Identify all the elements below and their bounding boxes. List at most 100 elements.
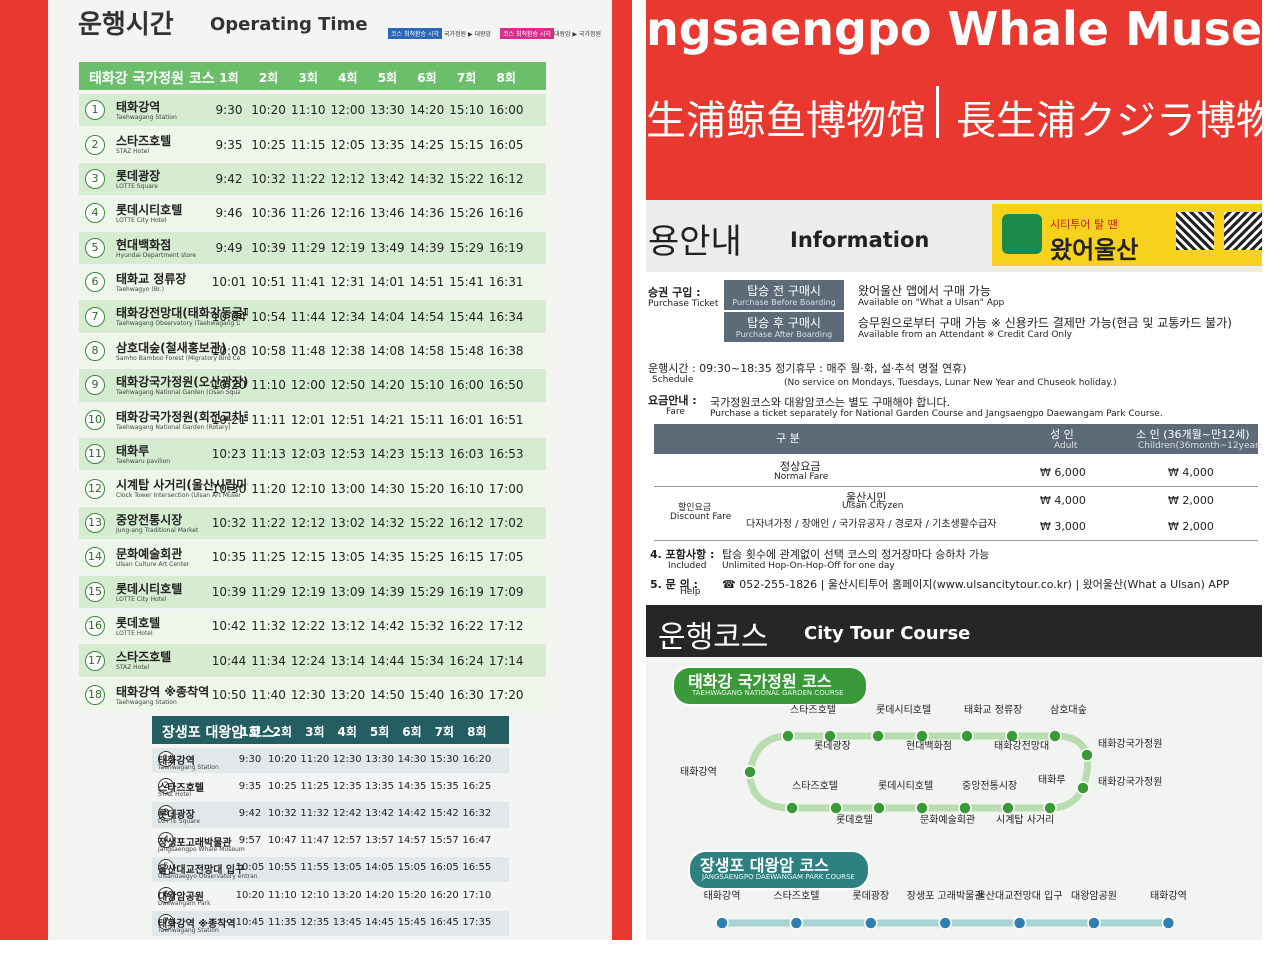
timetable-photo: 운행시간 Operating Time 코스 최적환승 시각 국가정원 ▶ 대왕… bbox=[0, 0, 632, 940]
departure-time: 16:12 bbox=[449, 516, 484, 530]
departure-time: 14:30 bbox=[370, 481, 405, 496]
run-label: 5회 bbox=[377, 71, 398, 85]
stop-label: 태화강국가정원 bbox=[1098, 776, 1162, 788]
departure-time: 14:04 bbox=[370, 309, 405, 324]
departure-time: 14:50 bbox=[370, 688, 405, 702]
stop-name-en: LOTTE Hotel bbox=[116, 630, 153, 637]
departure-time: 10:45 bbox=[235, 916, 265, 928]
banner-en: ngsaengpo Whale Museu bbox=[646, 2, 1262, 56]
course-ko: 운행코스 bbox=[658, 620, 769, 655]
departure-time: 15:10 bbox=[449, 103, 484, 118]
timetable-board: 운행시간 Operating Time 코스 최적환승 시각 국가정원 ▶ 대왕… bbox=[48, 0, 612, 940]
departure-time: 16:05 bbox=[429, 862, 459, 874]
departure-time: 14:51 bbox=[409, 275, 445, 290]
stop-label: 현대백화점 bbox=[906, 740, 952, 752]
departure-time: 17:14 bbox=[488, 653, 524, 668]
stop-name: 롯데광장 bbox=[116, 168, 161, 183]
stop-dot bbox=[872, 801, 886, 815]
stop-label: 문화예술회관 bbox=[920, 814, 975, 826]
departure-time: 15:22 bbox=[449, 172, 484, 186]
option-desc: 승무원으로부터 구매 가능 ※ 신용카드 결제만 가능(현금 및 교통카드 불가… bbox=[858, 316, 1232, 330]
stop-name: 스타즈호텔 bbox=[158, 783, 204, 795]
departure-time: 11:35 bbox=[267, 916, 297, 928]
departure-time: 12:35 bbox=[332, 780, 362, 792]
stop-name-en: LOTTE City Hotel bbox=[116, 595, 167, 603]
departure-time: 11:40 bbox=[251, 688, 286, 702]
stop-label: 태화강역 bbox=[680, 766, 717, 778]
course2-title: 장생포 대왕암 코스 bbox=[700, 856, 829, 875]
course1-sub: TAEHWAGANG NATIONAL GARDEN COURSE bbox=[692, 689, 844, 697]
departure-time: 15:30 bbox=[429, 753, 459, 765]
stop-name-en: Daewangam Park bbox=[158, 900, 211, 907]
departure-time: 16:20 bbox=[462, 753, 492, 765]
departure-time: 13:12 bbox=[330, 619, 366, 634]
departure-time: 17:02 bbox=[488, 516, 524, 530]
departure-time: 17:05 bbox=[488, 550, 524, 565]
stop-name-en: Taehwagang Observatory (Taehwagang Dongg… bbox=[116, 320, 240, 328]
departure-time: 17:35 bbox=[462, 916, 492, 928]
departure-time: 14:58 bbox=[409, 344, 445, 358]
qr-code bbox=[1176, 212, 1214, 250]
title-ko: 운행시간 bbox=[78, 10, 174, 40]
departure-time: 15:48 bbox=[449, 344, 484, 358]
departure-time: 14:35 bbox=[370, 550, 405, 565]
table-row bbox=[152, 911, 510, 937]
stop-dot bbox=[1161, 916, 1176, 930]
legend-route: 대왕암 ▶ 국가정원 bbox=[554, 31, 602, 38]
departure-time: 10:32 bbox=[251, 172, 286, 186]
table-row bbox=[79, 334, 546, 368]
departure-time: 15:20 bbox=[409, 481, 445, 496]
departure-time: 12:01 bbox=[290, 412, 326, 427]
help-desc: ☎ 052-255-1826 | 울산시티투어 홈페이지(www.ulsanci… bbox=[722, 578, 1230, 591]
departure-time: 12:24 bbox=[290, 653, 326, 668]
departure-time: 11:25 bbox=[300, 780, 330, 792]
route-loop bbox=[746, 732, 1092, 812]
departure-time: 10:39 bbox=[251, 240, 286, 255]
included-desc: 탑승 횟수에 관계없이 선택 코스의 정거장마다 승하차 가능 bbox=[722, 548, 990, 561]
departure-time: 16:05 bbox=[488, 137, 524, 152]
departure-time: 9:57 bbox=[238, 835, 262, 847]
table-row bbox=[79, 678, 546, 712]
fare-header bbox=[654, 424, 1258, 454]
legend-badge: 코스 최적환승 시각 bbox=[500, 28, 554, 39]
app-top: 시티투어 탈 땐 bbox=[1050, 218, 1118, 231]
stop-name: 태화강국가정원(회전교차로) bbox=[116, 409, 248, 424]
stop-number: 3 bbox=[85, 169, 105, 189]
option-desc-en: Available from an Attendant ※ Credit Car… bbox=[858, 330, 1072, 340]
fare-col: 성 인 bbox=[1050, 428, 1074, 441]
stop-name-en: STAZ Hotel bbox=[116, 664, 150, 672]
departure-time: 9:35 bbox=[215, 137, 243, 152]
stop-label: 울산대교전망대 입구 bbox=[977, 889, 1063, 902]
app-name: 왔어울산 bbox=[1050, 236, 1139, 264]
departure-time: 10:50 bbox=[211, 688, 247, 702]
run-label: 8회 bbox=[496, 71, 516, 85]
table-row bbox=[152, 748, 510, 774]
departure-time: 15:26 bbox=[449, 206, 484, 221]
option-desc: 왔어울산 앱에서 구매 가능 bbox=[858, 284, 991, 298]
fare-value: ₩ 3,000 bbox=[1040, 520, 1086, 533]
stop-label: 스타즈호텔 bbox=[792, 780, 838, 792]
stop-name: 롯데광장 bbox=[158, 810, 195, 822]
departure-time: 16:19 bbox=[488, 240, 524, 255]
departure-time: 10:30 bbox=[211, 481, 247, 496]
departure-time: 13:46 bbox=[370, 206, 405, 221]
stop-label: 롯데시티호텔 bbox=[876, 704, 931, 716]
departure-time: 14:39 bbox=[370, 584, 405, 599]
departure-time: 15:13 bbox=[409, 447, 445, 462]
stop-name-en: Jangsaengpo Whale Museum bbox=[158, 845, 245, 853]
departure-time: 16:50 bbox=[488, 378, 524, 393]
table-row bbox=[152, 775, 510, 801]
normal-ko: 정상요금 bbox=[780, 460, 821, 473]
stop-number: 2 bbox=[158, 777, 174, 794]
stop-name: 울산대교전망대 입구 bbox=[158, 864, 245, 876]
stop-dot bbox=[1087, 916, 1101, 930]
stop-label: 삼호대숲 bbox=[1050, 704, 1087, 716]
departure-time: 11:10 bbox=[290, 103, 326, 118]
run-label: 4회 bbox=[337, 725, 357, 739]
stop-name: 문화예술회관 bbox=[116, 547, 183, 562]
stop-dot bbox=[829, 801, 843, 815]
info-ko: 용안내 bbox=[648, 222, 742, 262]
stop-name: 태화강역 ※종착역 bbox=[116, 684, 210, 699]
stop-number: 1 bbox=[158, 750, 174, 767]
departure-time: 12:34 bbox=[330, 309, 366, 324]
